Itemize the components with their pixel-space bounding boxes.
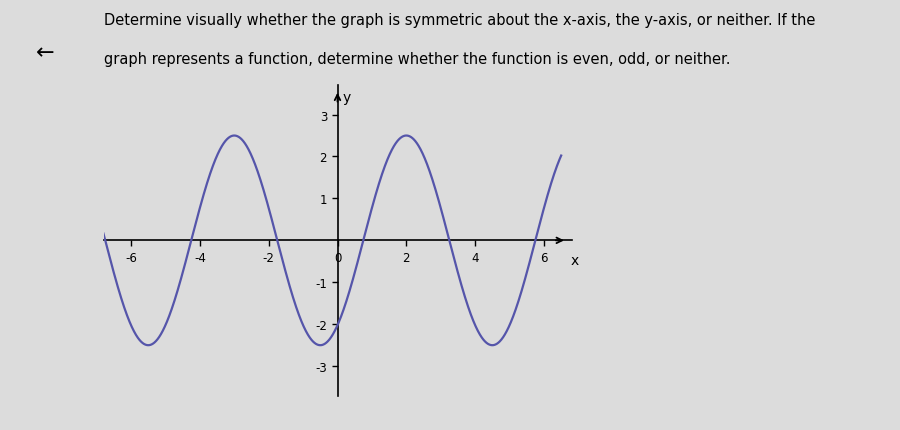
Text: graph represents a function, determine whether the function is even, odd, or nei: graph represents a function, determine w… bbox=[104, 52, 730, 67]
Text: y: y bbox=[343, 91, 351, 104]
Text: ←: ← bbox=[36, 43, 55, 63]
Text: Determine visually whether the graph is symmetric about the x-axis, the y-axis, : Determine visually whether the graph is … bbox=[104, 13, 814, 28]
Text: x: x bbox=[571, 253, 579, 267]
